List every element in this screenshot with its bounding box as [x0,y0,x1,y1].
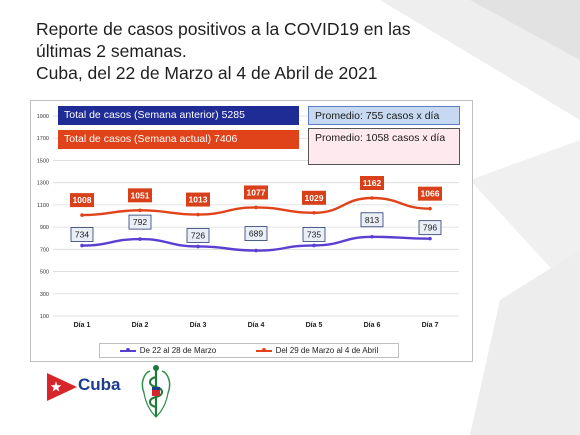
prev-week-total-box: Total de casos (Semana anterior) 5285 [58,106,299,125]
data-label-curr: 1029 [305,193,324,203]
x-tick-label: Día 1 [74,322,91,329]
slide-title: Reporte de casos positivos a la COVID19 … [36,18,456,84]
data-label-box-prev [418,220,442,236]
data-point-prev [370,234,374,239]
prev-week-average-box: Promedio: 755 casos x día [308,106,460,125]
data-label-prev: 796 [423,223,437,233]
y-tick-label: 1100 [37,203,49,209]
data-point-curr [80,213,84,217]
data-point-curr [370,196,374,200]
title-line-1: Reporte de casos positivos a la COVID19 … [36,19,411,39]
data-point-curr [312,210,316,215]
x-tick-label: Día 2 [132,322,149,329]
data-point-prev [428,236,432,241]
x-tick-label: Día 5 [306,322,323,329]
data-label-prev: 689 [249,229,263,239]
data-label-prev: 792 [133,217,147,227]
chart-legend: De 22 al 28 de Marzo Del 29 de Marzo al … [99,343,399,358]
data-label-box-curr [186,192,210,207]
data-label-curr: 1077 [247,187,266,197]
y-tick-label: 300 [40,292,49,298]
data-point-curr [138,208,142,213]
y-tick-label: 1700 [37,136,49,142]
x-tick-label: Día 3 [190,322,207,329]
data-point-prev [312,243,316,248]
data-label-box-curr [128,188,152,203]
data-label-box-curr [244,185,268,200]
data-label-curr: 1008 [73,195,92,205]
legend-item-curr: Del 29 de Marzo al 4 de Abril [255,346,379,355]
data-label-box-prev [70,227,94,242]
y-tick-label: 1900 [37,114,49,120]
data-label-prev: 735 [307,229,321,239]
data-point-prev [80,243,84,248]
data-label-box-prev [360,212,384,228]
data-label-curr: 1013 [189,195,208,205]
y-tick-label: 500 [40,270,49,276]
data-label-prev: 813 [365,215,379,225]
data-label-box-curr [360,176,384,190]
cuba-flag-star-icon [47,373,77,401]
y-tick-label: 1300 [37,181,49,187]
data-label-curr: 1162 [363,178,382,188]
line-chart: 100 300 500 700 900 1100 1300 1500 1700 1900 Día 1… [37,114,459,329]
title-line-2: últimas 2 semanas. [36,41,187,61]
data-label-box-curr [302,190,326,205]
data-label-box-prev [302,227,326,242]
x-tick-label: Día 7 [422,322,439,329]
y-tick-label: 100 [40,314,49,320]
data-label-prev: 734 [75,230,89,240]
y-tick-label: 1500 [37,158,49,164]
data-point-prev [196,244,200,249]
data-label-box-prev [128,214,152,230]
chart-frame: 100 300 500 700 900 1100 1300 1500 1700 1900 Día 1… [30,100,473,362]
legend-label-prev: De 22 al 28 de Marzo [139,346,217,355]
title-line-3: Cuba, del 22 de Marzo al 4 de Abril de 2… [36,63,378,83]
y-tick-label: 700 [40,247,49,253]
legend-item-prev: De 22 al 28 de Marzo [119,346,217,355]
data-point-curr [254,205,258,210]
data-point-prev [138,237,142,241]
curr-week-total-box: Total de casos (Semana actual) 7406 [58,130,299,149]
x-tick-label: Día 6 [364,322,381,329]
x-tick-label: Día 4 [248,322,265,329]
data-point-curr [196,212,200,217]
data-point-curr [428,206,432,211]
curr-week-average-box: Promedio: 1058 casos x día [308,128,460,165]
data-label-curr: 1051 [131,190,150,200]
data-label-curr: 1066 [421,189,440,199]
data-label-box-curr [70,193,94,208]
y-tick-label: 900 [40,225,49,231]
logo-text: Cuba [78,375,121,394]
legend-swatch-prev [119,348,136,352]
legend-swatch-curr [255,348,272,352]
data-point-prev [254,248,258,253]
health-emblem-icon [141,365,171,418]
data-label-box-curr [418,186,442,201]
legend-label-curr: Del 29 de Marzo al 4 de Abril [275,346,379,355]
data-label-box-prev [186,228,210,243]
data-label-box-prev [244,226,268,241]
data-label-prev: 726 [191,230,205,240]
